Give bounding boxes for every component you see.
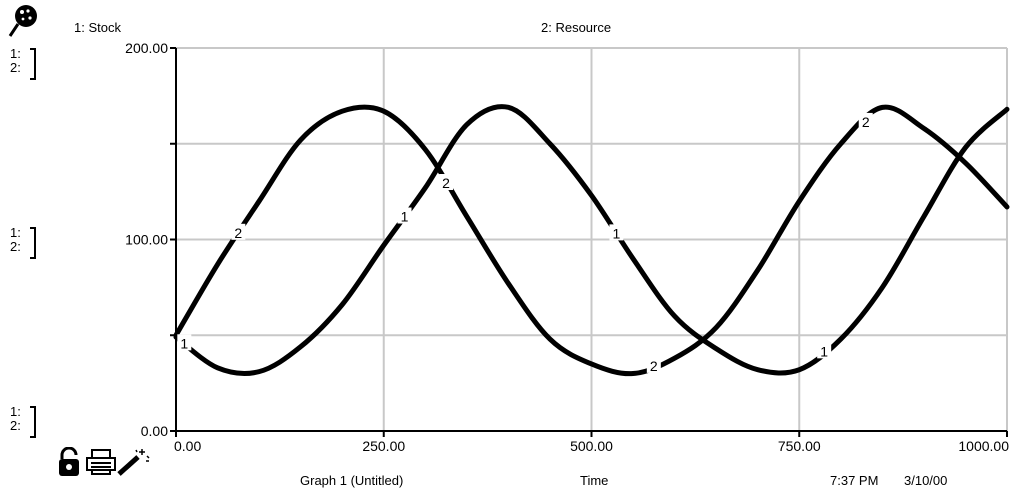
scale-bracket-bottom	[30, 406, 36, 438]
x-axis-title: Time	[580, 473, 609, 488]
scale-labels-top: 1: 2:	[10, 47, 21, 75]
timestamp-time: 7:37 PM	[830, 473, 879, 488]
y-tick-labels: 0.00 100.00 200.00	[125, 40, 168, 439]
series-2-marker-bg	[646, 356, 661, 373]
scale-bracket-mid	[30, 227, 36, 259]
magic-wand-icon[interactable]	[116, 447, 150, 477]
pin-icon[interactable]	[2, 2, 42, 42]
y-tick-label: 100.00	[125, 232, 168, 248]
y-tick-label: 200.00	[125, 40, 168, 56]
series-2-marker-bg	[439, 174, 454, 191]
lock-icon[interactable]	[58, 446, 80, 477]
graph-title: Graph 1 (Untitled)	[300, 473, 404, 488]
axes	[170, 47, 1008, 437]
scale-bracket-top	[30, 48, 36, 80]
series-2-marker: 2	[234, 225, 242, 241]
series-2-marker: 2	[442, 175, 450, 191]
series-2-label: 2: Resource	[541, 20, 612, 35]
x-tick-label: 1000.00	[958, 438, 1009, 454]
scale-labels-bottom: 1: 2:	[10, 405, 21, 433]
print-icon[interactable]	[86, 449, 116, 475]
x-tick-label: 250.00	[362, 438, 405, 454]
series-1-marker: 1	[820, 343, 828, 359]
series-line-1	[173, 104, 1010, 376]
timestamp-date: 3/10/00	[904, 473, 948, 488]
x-tick-label: 750.00	[778, 438, 821, 454]
series-markers: 1 1 1 1 2 2 2 2	[177, 112, 873, 374]
series-1-marker-bg	[397, 207, 412, 224]
series-2-marker: 2	[650, 358, 658, 374]
series-2-marker-bg	[858, 112, 873, 129]
series-2-marker-bg	[231, 223, 246, 240]
x-tick-label: 500.00	[570, 438, 613, 454]
series-1-marker: 1	[401, 209, 409, 225]
scale-label-1: 1:	[10, 404, 21, 419]
scale-label-2: 2:	[10, 60, 21, 75]
series-1-marker-bg	[177, 334, 192, 351]
series-1-label: 1: Stock	[74, 20, 121, 35]
scale-label-1: 1:	[10, 225, 21, 240]
y-tick-label: 0.00	[141, 423, 168, 439]
series-1-marker: 1	[613, 225, 621, 241]
scale-label-1: 1:	[10, 46, 21, 61]
x-tick-labels: 0.00 250.00 500.00 750.00 1000.00	[174, 438, 1009, 454]
scale-labels-mid: 1: 2:	[10, 226, 21, 254]
series-1-marker-bg	[817, 342, 832, 359]
series-1-marker-bg	[609, 224, 624, 241]
scale-label-2: 2:	[10, 418, 21, 433]
scale-label-2: 2:	[10, 239, 21, 254]
series-2-marker: 2	[862, 114, 870, 130]
x-tick-label: 0.00	[174, 438, 201, 454]
series-1-marker: 1	[180, 335, 188, 351]
